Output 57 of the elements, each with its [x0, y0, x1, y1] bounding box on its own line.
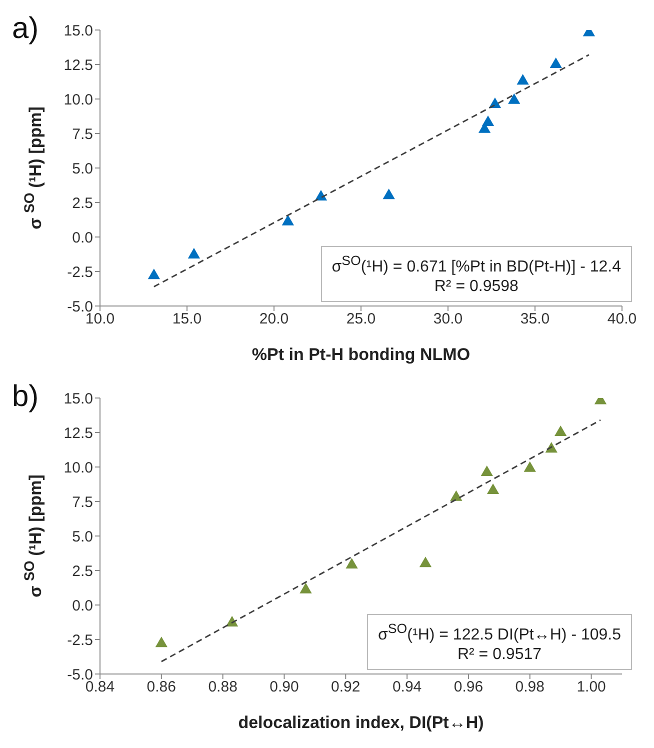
annotation: σ$^{SO}$(¹H) = 0.671 [%Pt in BD(Pt-H)] - 12.4 [332, 252, 621, 277]
point [486, 483, 500, 494]
x-tick-label: 0.90 [270, 678, 299, 696]
point [554, 425, 567, 436]
y-tick-label: 15.0 [64, 390, 93, 408]
y-tick-label: 2.5 [72, 562, 93, 580]
point [346, 558, 358, 568]
y-tick-label: 5.0 [72, 528, 93, 546]
y-tick-label: 10.0 [64, 91, 93, 108]
x-tick-label: 0.86 [146, 678, 176, 696]
x-tick-label: 0.92 [331, 678, 360, 696]
x-tick-label: 15.0 [172, 310, 202, 328]
y-tick-label: -2.5 [67, 632, 93, 649]
y-tick-label: 0.0 [72, 229, 93, 246]
point [282, 214, 294, 226]
x-tick-label: 30.0 [433, 310, 463, 328]
x-tick-label: 0.84 [85, 678, 115, 696]
point [508, 93, 520, 104]
point [482, 115, 494, 126]
y-tick-label: 12.5 [64, 56, 93, 74]
point [188, 248, 200, 258]
x-tick-label: 40.0 [607, 310, 637, 328]
annotation: σ$^{SO}$(¹H) = 122.5 DI(Pt↔H) - 109.5 [378, 620, 621, 645]
y-tick-label: 7.5 [72, 126, 93, 143]
point [419, 556, 432, 568]
x-tick-label: 25.0 [346, 310, 376, 328]
y-tick-label: 0.0 [72, 597, 93, 614]
x-tick-label: 35.0 [520, 310, 550, 328]
x-tick-label: 1.00 [576, 678, 606, 696]
point [450, 490, 462, 501]
point [550, 57, 562, 68]
x-tick-label: 0.96 [454, 678, 484, 696]
y-tick-label: 10.0 [64, 459, 93, 476]
x-tick-label: 0.88 [208, 678, 238, 696]
chart-title: b) [12, 380, 39, 414]
x-tick-label: 10.0 [85, 310, 115, 328]
point [148, 268, 160, 280]
point [300, 582, 312, 594]
y-tick-label: 15.0 [64, 22, 93, 40]
point [480, 466, 493, 476]
y-tick-label: 2.5 [72, 194, 93, 212]
y-tick-label: 7.5 [72, 494, 93, 511]
y-tick-label: 12.5 [64, 424, 93, 442]
annotation: R² = 0.9598 [433, 277, 520, 297]
chart-title: a) [12, 12, 39, 46]
x-axis-title: delocalization index, DI(Pt↔H) [238, 713, 484, 732]
point [382, 188, 395, 200]
x-tick-label: 0.98 [515, 678, 544, 696]
point [516, 74, 529, 85]
y-tick-label: 5.0 [72, 160, 93, 178]
point [155, 636, 168, 648]
x-axis-title: %Pt in Pt-H bonding NLMO [252, 345, 470, 364]
annotation: R² = 0.9517 [456, 645, 543, 665]
x-tick-label: 20.0 [259, 310, 289, 328]
x-tick-label: 0.94 [392, 678, 422, 696]
point [524, 461, 536, 472]
y-tick-label: -2.5 [67, 264, 93, 281]
